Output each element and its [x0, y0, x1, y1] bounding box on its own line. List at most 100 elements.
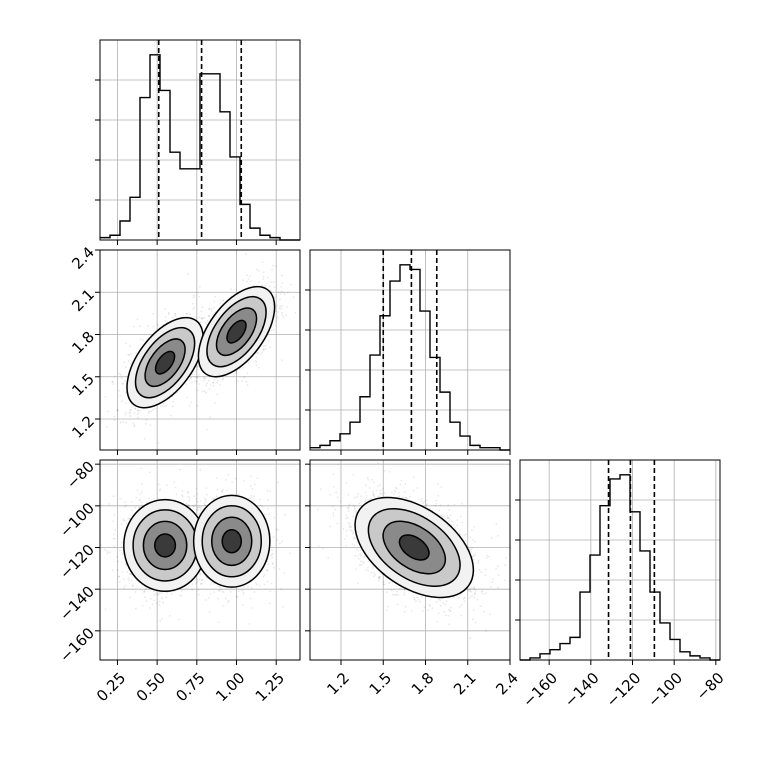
contour-line: [354, 496, 475, 599]
contour-line: [154, 533, 177, 558]
histogram-panel-0: [95, 39, 301, 245]
contour-line: [226, 319, 247, 344]
histogram-bin: [140, 98, 150, 240]
histogram-bin: [680, 652, 690, 660]
joint-content: [100, 467, 291, 625]
contour-line: [134, 326, 196, 399]
histogram-bin: [550, 650, 560, 660]
x-tick-label-p0-3: 1.00: [212, 669, 248, 705]
y-tick-label-p1-0: 1.2: [68, 412, 98, 442]
x-tick-label-p2-3: −100: [644, 669, 686, 711]
x-tick-label-p0-1: 0.50: [133, 669, 169, 705]
panel-background: [520, 460, 720, 660]
x-tick-label-p2-2: −120: [603, 669, 645, 711]
histogram-bin: [180, 169, 190, 240]
joint-content: [317, 462, 510, 640]
joint-panel-2: [305, 459, 511, 665]
histogram-bin: [250, 228, 260, 240]
joint-panel-1: [95, 459, 301, 665]
panel-frame: [99, 459, 301, 661]
y-tick-label-p2-3: −100: [56, 499, 98, 541]
contour-line: [221, 529, 243, 554]
contour-group: [192, 494, 271, 588]
histogram-bin: [440, 392, 450, 450]
histogram-bin: [560, 644, 570, 660]
histogram-bin: [260, 235, 270, 240]
histogram-bin: [660, 623, 670, 660]
panel-frame: [99, 249, 301, 451]
contour-line: [398, 534, 430, 561]
histogram-bin: [330, 441, 340, 450]
histogram-bin: [190, 169, 200, 240]
histogram-bin: [120, 221, 130, 240]
contour-line: [142, 520, 188, 571]
contour-line: [215, 307, 258, 357]
histogram-bin: [590, 555, 600, 660]
panel-frame: [519, 459, 721, 661]
histogram-bin: [640, 551, 650, 660]
histogram-bin: [230, 157, 240, 240]
histogram-bin: [570, 637, 580, 660]
contour-line: [197, 285, 276, 378]
histogram-bin: [110, 235, 120, 240]
contour-line: [206, 296, 267, 368]
histogram-bin: [210, 74, 220, 240]
contour-group: [354, 496, 475, 599]
histogram-bin: [340, 434, 350, 450]
histogram-bin: [580, 592, 590, 660]
panel-frame: [309, 249, 511, 451]
contour-line: [144, 338, 186, 388]
contour-line: [210, 516, 253, 567]
histogram-bin: [380, 316, 390, 450]
y-tick-label-p1-1: 1.5: [68, 370, 98, 400]
x-tick-label-p2-1: −140: [561, 669, 603, 711]
histogram-step: [520, 474, 720, 661]
histogram-bin: [220, 112, 230, 240]
y-tick-label-p2-0: −160: [56, 624, 98, 666]
histogram-bin: [610, 479, 620, 660]
histogram-bin: [670, 639, 680, 660]
y-tick-label-p1-4: 2.4: [68, 243, 98, 273]
histogram-bin: [170, 152, 180, 240]
x-tick-label-p2-0: −160: [519, 669, 561, 711]
histogram-bin: [390, 281, 400, 450]
histogram-bin: [350, 422, 360, 450]
panel-frame: [99, 39, 301, 241]
contour-line: [201, 504, 263, 578]
histogram-bin: [400, 265, 410, 450]
contour-line: [382, 520, 447, 575]
histogram-step: [310, 264, 510, 451]
panel-background: [310, 250, 510, 450]
histogram-bin: [160, 90, 170, 240]
histogram-bin: [630, 512, 640, 660]
contour-line: [192, 494, 271, 588]
histogram-bin: [130, 197, 140, 240]
x-tick-label-p1-3: 2.1: [450, 669, 480, 699]
histogram-bin: [450, 422, 460, 450]
joint-content: [104, 252, 297, 444]
contour-group: [123, 498, 208, 593]
y-tick-label-p2-1: −140: [56, 582, 98, 624]
histogram-bin: [620, 475, 630, 660]
histogram-panel-1: [305, 249, 511, 455]
histogram-step: [100, 54, 300, 241]
x-tick-label-p0-4: 1.25: [252, 669, 288, 705]
density-fill: [155, 351, 175, 374]
density-fill: [226, 320, 247, 343]
histogram-bin: [460, 436, 470, 450]
histogram-bin: [430, 357, 440, 450]
histogram-bin: [650, 592, 660, 660]
panel-frame: [309, 459, 511, 661]
x-tick-label-p1-2: 1.8: [408, 669, 438, 699]
y-tick-label-p1-3: 2.1: [68, 286, 98, 316]
joint-panel-0: [95, 249, 301, 455]
contour-line: [126, 316, 204, 409]
x-tick-label-p2-4: −80: [693, 669, 728, 704]
x-tick-label-p1-4: 2.4: [492, 669, 522, 699]
histogram-bin: [360, 397, 370, 450]
histogram-panel-2: [515, 459, 721, 665]
x-tick-label-p0-0: 0.25: [93, 669, 129, 705]
contour-group: [197, 285, 276, 378]
x-tick-label-p1-1: 1.5: [366, 669, 396, 699]
y-tick-label-p1-2: 1.8: [68, 328, 98, 358]
